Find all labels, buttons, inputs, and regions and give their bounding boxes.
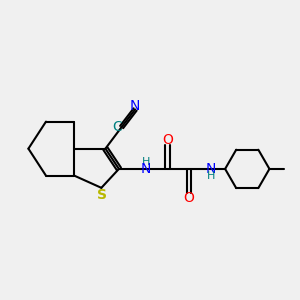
Text: C: C <box>113 120 122 134</box>
Text: O: O <box>184 191 195 205</box>
Text: N: N <box>206 162 216 176</box>
Text: O: O <box>162 133 173 147</box>
Text: H: H <box>142 157 150 166</box>
Text: N: N <box>130 99 140 113</box>
Text: N: N <box>140 162 151 176</box>
Text: S: S <box>97 188 107 203</box>
Text: H: H <box>207 171 215 181</box>
